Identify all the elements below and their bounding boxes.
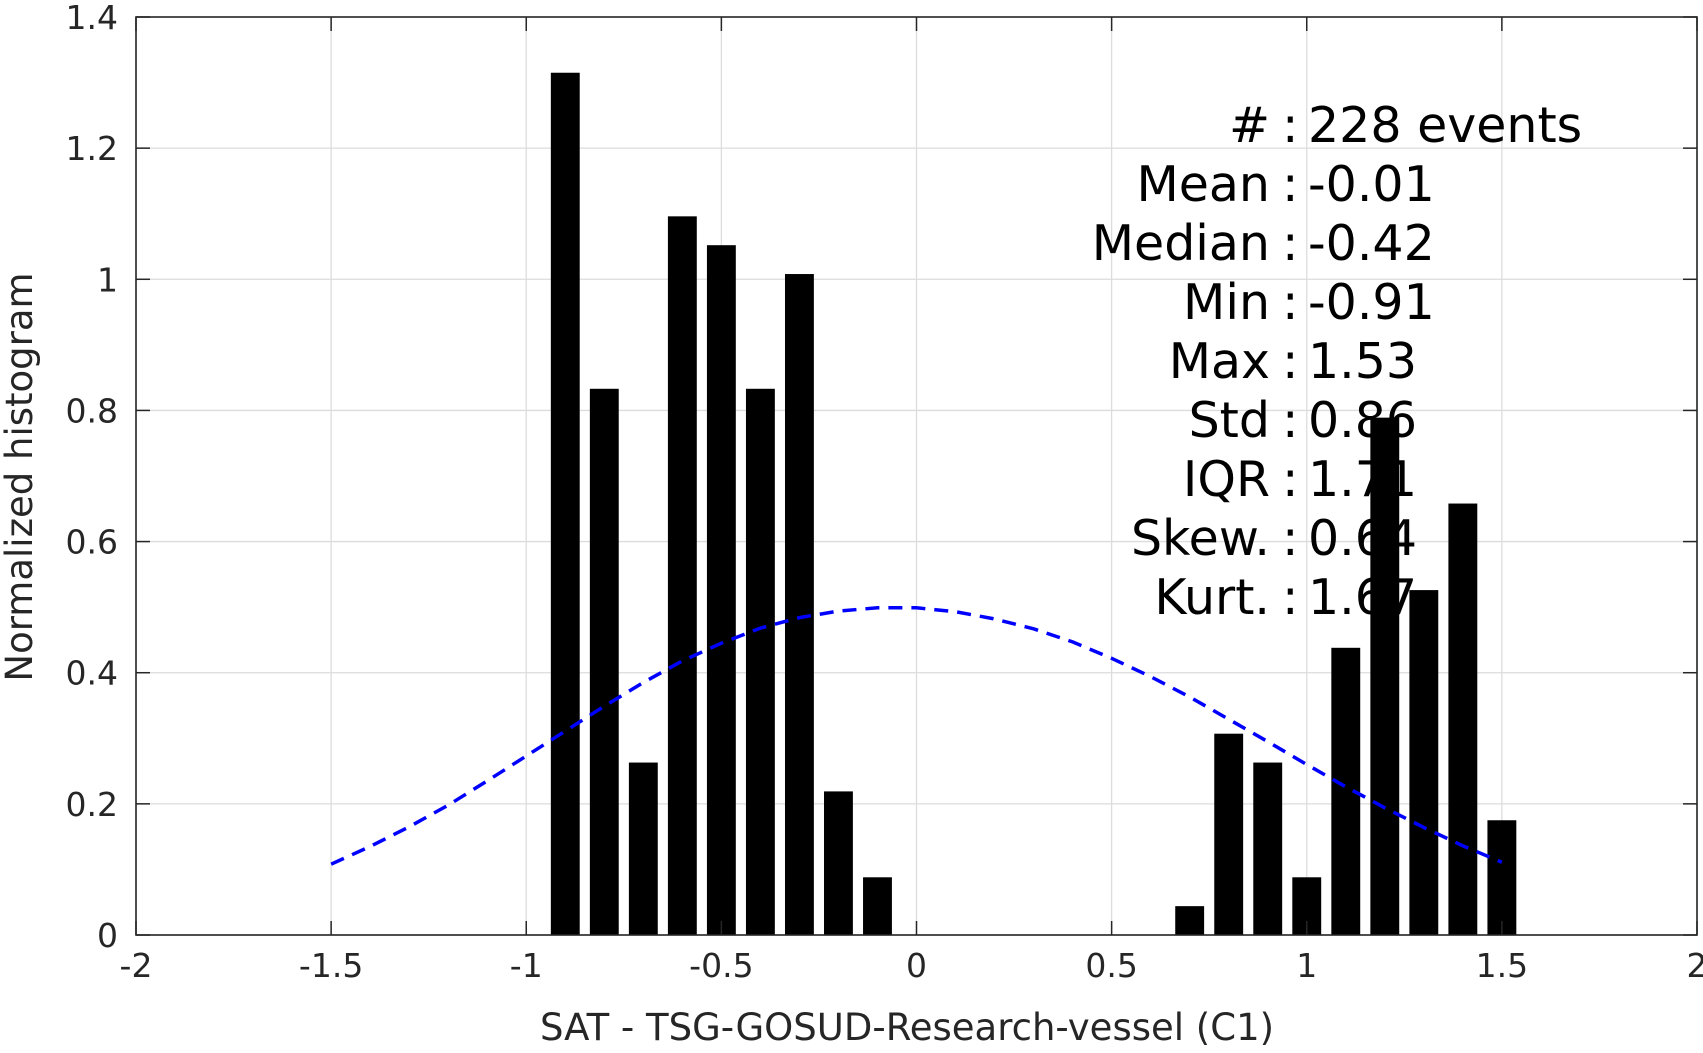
x-tick-label: 1.5 — [1476, 946, 1528, 985]
stats-label: Min — [1183, 274, 1270, 331]
histogram-bar — [745, 388, 775, 935]
histogram-bar — [824, 791, 853, 935]
histogram-bar — [628, 762, 658, 935]
stats-label: Max — [1169, 333, 1270, 390]
stats-value: -0.91 — [1308, 274, 1435, 331]
stats-colon: : — [1282, 274, 1299, 331]
histogram-bars — [550, 72, 1517, 935]
normal-fit-curve — [330, 606, 1503, 866]
y-tick-label: 1 — [97, 260, 118, 299]
x-tick-label: 2 — [1687, 946, 1703, 985]
y-tick-label: 0.6 — [66, 523, 118, 562]
histogram-bar — [1409, 590, 1439, 935]
axis-ticks: -2 -1.5 -1 -0.5 0 0.5 1 1.5 2 0 0.2 0.4 0.6 0.8 1 1.2 1.… — [66, 0, 1703, 985]
stats-value: 0.86 — [1308, 392, 1417, 449]
y-tick-label: 0.4 — [66, 654, 118, 693]
stats-label: Mean — [1136, 156, 1270, 213]
stats-label: Skew. — [1131, 510, 1270, 567]
fit-curve-line — [330, 606, 1503, 866]
x-tick-label: -2 — [120, 946, 153, 985]
y-tick-label: 0 — [97, 916, 118, 955]
x-tick-label: 0.5 — [1085, 946, 1137, 985]
histogram-bar — [863, 877, 892, 935]
stats-colon: : — [1282, 97, 1299, 154]
x-tick-label: 1 — [1296, 946, 1317, 985]
stats-colon: : — [1282, 333, 1299, 390]
histogram-bar — [1214, 733, 1244, 935]
stats-value: -0.01 — [1308, 156, 1435, 213]
y-tick-label: 1.2 — [66, 129, 118, 168]
stats-value: 1.53 — [1308, 333, 1417, 390]
stats-colon: : — [1282, 156, 1299, 213]
stats-label: IQR — [1183, 451, 1270, 508]
histogram-bar — [1370, 417, 1400, 935]
histogram-bar — [1175, 906, 1205, 935]
stats-label: Median — [1092, 215, 1270, 272]
y-axis-label: Normalized histogram — [0, 272, 41, 681]
x-axis-label: SAT - TSG-GOSUD-Research-vessel (C1) — [540, 1006, 1274, 1049]
stats-colon: : — [1282, 451, 1299, 508]
stats-label: Std — [1189, 392, 1270, 449]
y-tick-label: 0.8 — [66, 391, 118, 430]
stats-value: -0.42 — [1308, 215, 1435, 272]
histogram-bar — [706, 245, 736, 935]
stats-label: # — [1229, 97, 1270, 154]
histogram-bar — [550, 72, 580, 935]
x-tick-label: -1.5 — [299, 946, 363, 985]
stats-value: 1.71 — [1308, 451, 1417, 508]
stats-value: 0.64 — [1308, 510, 1417, 567]
stats-colon: : — [1282, 569, 1299, 626]
y-tick-label: 1.4 — [66, 0, 118, 37]
histogram-bar — [1448, 503, 1478, 935]
histogram-bar — [667, 216, 697, 935]
stats-colon: : — [1282, 510, 1299, 567]
y-tick-label: 0.2 — [66, 785, 118, 824]
stats-colon: : — [1282, 215, 1299, 272]
stats-label: Kurt. — [1154, 569, 1270, 626]
histogram-bar — [589, 388, 619, 935]
x-tick-label: -1 — [510, 946, 543, 985]
histogram-bar — [784, 274, 814, 935]
stats-value: 228 events — [1308, 97, 1582, 154]
stats-colon: : — [1282, 392, 1299, 449]
stats-value: 1.67 — [1308, 569, 1417, 626]
x-tick-label: 0 — [906, 946, 927, 985]
histogram-bar — [1253, 762, 1283, 935]
x-tick-label: -0.5 — [689, 946, 753, 985]
histogram-bar — [1487, 820, 1517, 935]
